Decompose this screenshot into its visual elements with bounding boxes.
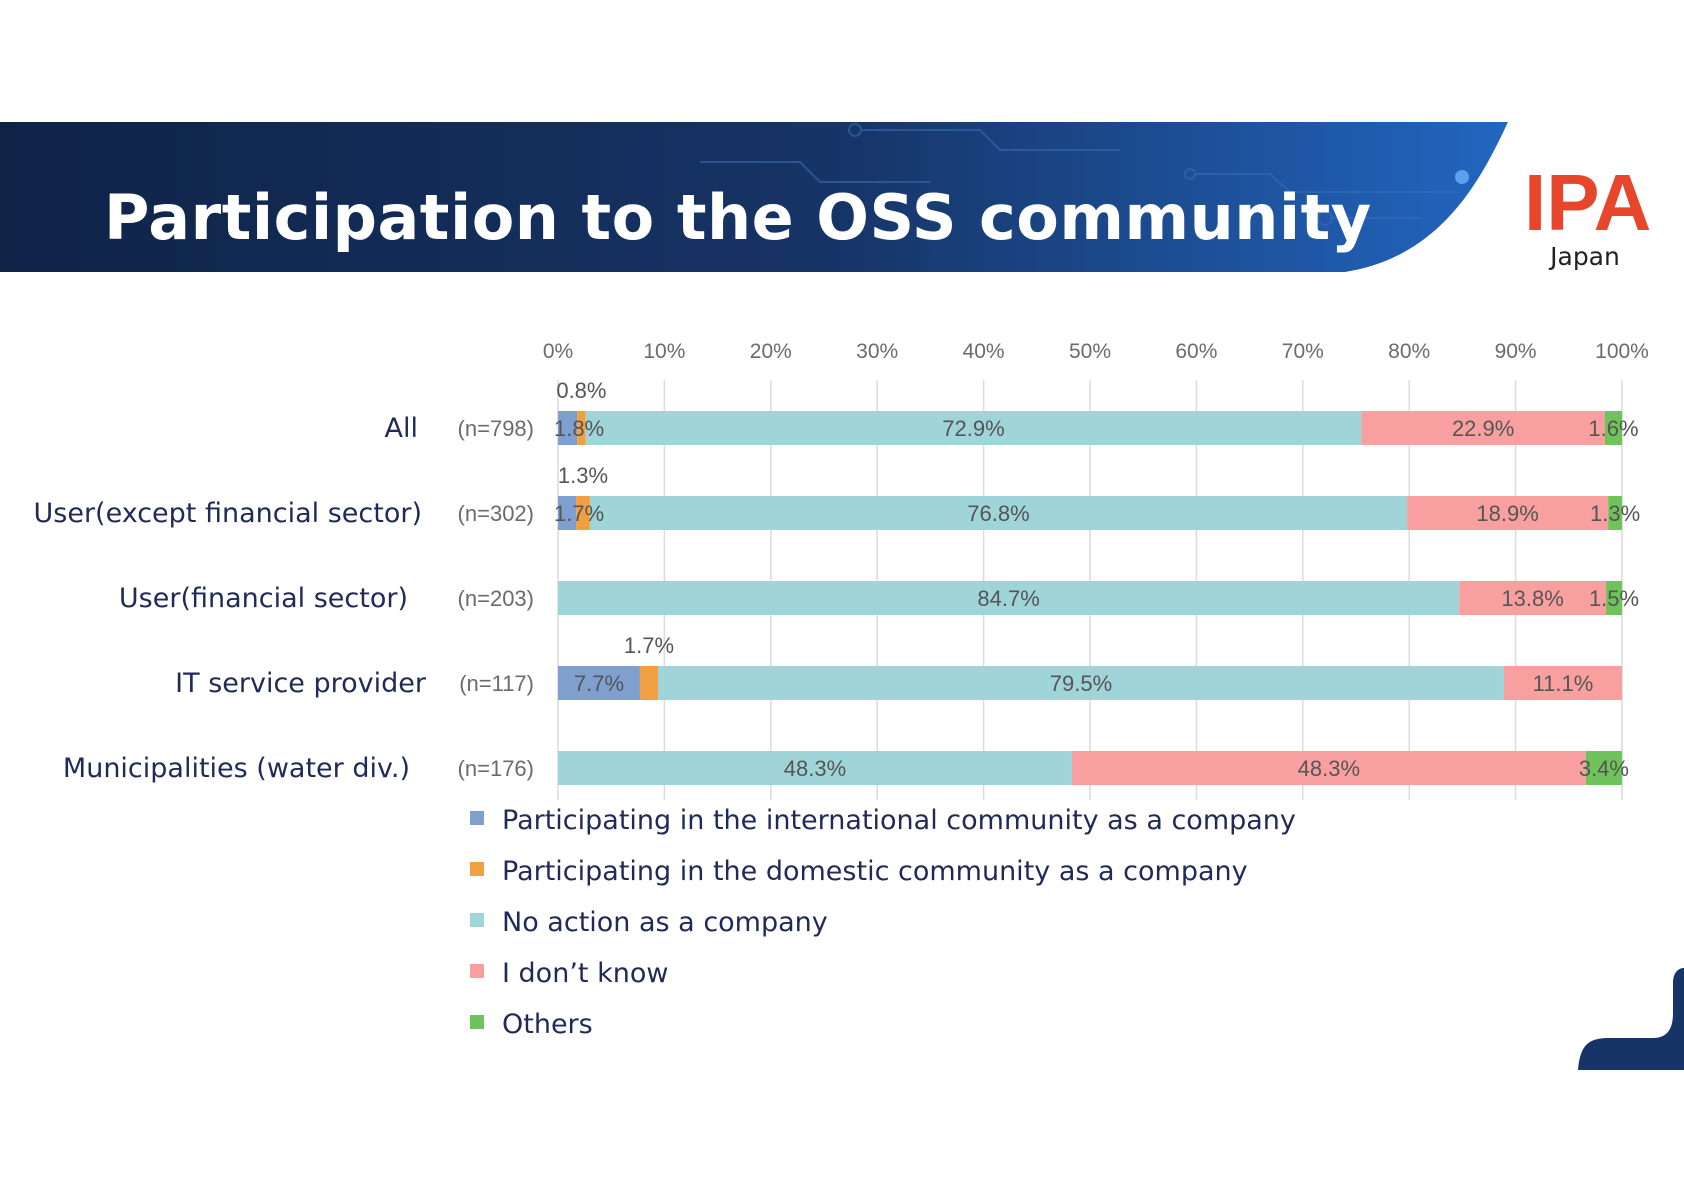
data-label: 1.8%: [554, 416, 604, 441]
legend-swatch: [470, 964, 484, 978]
data-label: 76.8%: [967, 501, 1029, 526]
legend-label: Others: [502, 1009, 593, 1040]
bar-segment: [1503, 666, 1622, 700]
circuit-dot: [1455, 170, 1469, 184]
bar-segment: [576, 496, 590, 530]
data-label: 1.5%: [1589, 586, 1639, 611]
bar-segment: [1407, 496, 1609, 530]
banner-shape: [0, 122, 1508, 272]
sample-size-label: (n=203): [458, 586, 534, 611]
legend-label: No action as a company: [502, 907, 828, 938]
legend-label: Participating in the international commu…: [502, 805, 1296, 836]
bar-segment: [1361, 411, 1605, 445]
bar-segment: [585, 411, 1362, 445]
slide-title: Participation to the OSS community: [104, 181, 1372, 254]
bar-segment: [1604, 411, 1622, 445]
legend-swatch: [470, 811, 484, 825]
bar-segment: [1606, 581, 1622, 615]
bar-segment: [1585, 751, 1622, 785]
bar-segment: [1459, 581, 1607, 615]
row-label: IT service provider: [175, 668, 427, 699]
bar-segment: [558, 666, 640, 700]
bar-segment: [1608, 496, 1622, 530]
ipa-logo-text: IPA: [1524, 160, 1650, 247]
row-label: User(except financial sector): [34, 498, 423, 529]
x-tick-label: 40%: [963, 340, 1005, 363]
data-label: 1.6%: [1588, 416, 1638, 441]
data-label: 18.9%: [1476, 501, 1538, 526]
circuit-pattern: [700, 123, 1460, 226]
x-tick-label: 30%: [856, 340, 898, 363]
legend-label: Participating in the domestic community …: [502, 856, 1248, 887]
data-label: 1.3%: [558, 463, 608, 488]
legend-swatch: [470, 1015, 484, 1029]
sample-size-label: (n=302): [458, 501, 534, 526]
corner-decoration: [1578, 968, 1684, 1070]
bar-segment: [558, 751, 1072, 785]
x-tick-label: 70%: [1282, 340, 1324, 363]
bar-segment: [558, 411, 578, 445]
row-label: Municipalities (water div.): [63, 753, 410, 784]
data-label: 84.7%: [977, 586, 1039, 611]
data-label: 0.8%: [556, 378, 606, 403]
x-tick-label: 50%: [1069, 340, 1111, 363]
data-label: 11.1%: [1533, 671, 1594, 696]
sample-size-label: (n=117): [459, 671, 534, 696]
ipa-logo: IPA: [1524, 160, 1650, 247]
title-banner: [0, 122, 1508, 272]
data-label: 1.7%: [554, 501, 604, 526]
x-tick-label: 60%: [1175, 340, 1217, 363]
data-label: 48.3%: [1298, 756, 1360, 781]
bar-segment: [558, 496, 577, 530]
sample-size-label: (n=176): [458, 756, 534, 781]
x-tick-label: 10%: [643, 340, 685, 363]
data-label: 79.5%: [1050, 671, 1112, 696]
data-label: 1.3%: [1590, 501, 1640, 526]
corner-shape: [1578, 968, 1684, 1070]
sample-size-label: (n=798): [458, 416, 534, 441]
logo-subtext: Japan: [1550, 242, 1620, 271]
x-tick-label: 0%: [543, 340, 573, 363]
bar-segment: [577, 411, 586, 445]
bar-segment: [589, 496, 1408, 530]
row-label: All: [385, 413, 418, 444]
x-tick-label: 90%: [1495, 340, 1537, 363]
legend-swatch: [470, 862, 484, 876]
legend-label: I don’t know: [502, 958, 668, 989]
data-label: 72.9%: [942, 416, 1004, 441]
data-label: 7.7%: [574, 671, 624, 696]
data-label: 22.9%: [1452, 416, 1514, 441]
data-label: 1.7%: [624, 633, 674, 658]
bar-segment: [658, 666, 1504, 700]
data-label: 3.4%: [1579, 756, 1629, 781]
bar-segment: [1071, 751, 1586, 785]
x-tick-label: 20%: [750, 340, 792, 363]
row-label: User(financial sector): [119, 583, 408, 614]
bar-segment: [558, 581, 1460, 615]
legend-swatch: [470, 913, 484, 927]
x-tick-label: 100%: [1595, 340, 1649, 363]
data-label: 13.8%: [1501, 586, 1563, 611]
bar-segment: [639, 666, 659, 700]
data-label: 48.3%: [784, 756, 846, 781]
x-tick-label: 80%: [1388, 340, 1430, 363]
